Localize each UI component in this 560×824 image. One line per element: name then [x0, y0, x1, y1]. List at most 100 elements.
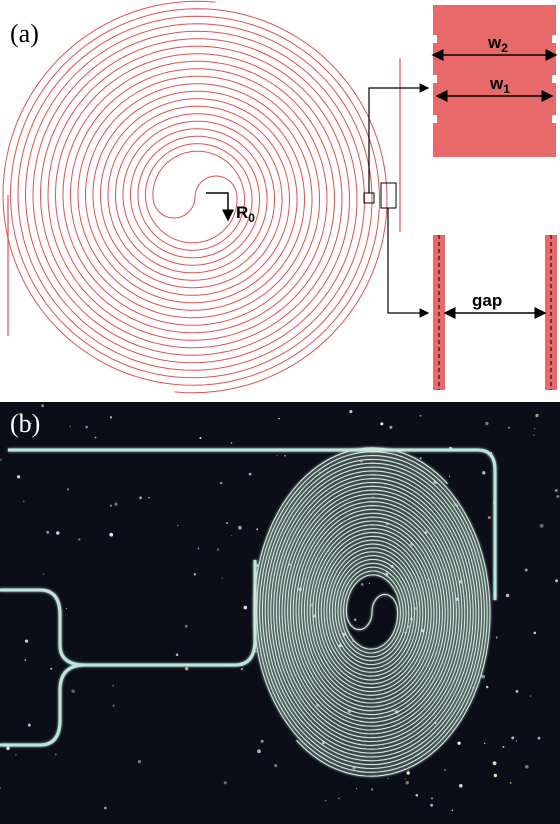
dust-particle — [274, 764, 277, 767]
dust-particle — [28, 724, 31, 727]
dust-particle — [534, 632, 537, 635]
dust-particle — [238, 526, 242, 530]
dust-particle — [78, 538, 80, 540]
dust-particle — [535, 414, 538, 417]
dust-particle — [416, 794, 419, 797]
dust-particle — [15, 754, 16, 755]
dust-particle — [380, 422, 383, 425]
dust-particle — [407, 771, 410, 774]
dust-particle — [405, 778, 406, 779]
dust-particle — [249, 473, 252, 476]
dust-particle — [486, 686, 488, 688]
dust-particle — [284, 455, 286, 457]
dust-particle — [95, 437, 97, 439]
dust-particle — [176, 653, 179, 656]
zoom-box — [381, 183, 396, 208]
dust-particle — [224, 781, 227, 784]
dust-particle — [510, 782, 512, 784]
dust-particle — [50, 668, 52, 670]
dust-particle — [533, 434, 535, 436]
dust-particle — [199, 437, 201, 439]
dust-particle — [41, 404, 44, 407]
dust-particle — [231, 442, 233, 444]
dust-particle — [356, 788, 357, 789]
r0-label: R0 — [236, 203, 255, 225]
dust-particle — [525, 569, 528, 572]
dust-particle — [113, 705, 115, 707]
dust-particle — [261, 740, 264, 743]
panel-label: (a) — [10, 19, 39, 48]
dust-particle — [104, 807, 107, 810]
dust-particle — [198, 548, 200, 550]
dust-particle — [538, 737, 541, 740]
dust-particle — [23, 501, 25, 503]
dust-particle — [222, 578, 223, 579]
dust-particle — [420, 457, 422, 459]
dust-particle — [534, 428, 535, 429]
dust-particle — [430, 804, 433, 807]
dust-particle — [177, 525, 178, 526]
dust-particle — [408, 770, 409, 771]
dust-particle — [241, 668, 243, 670]
dust-particle — [110, 416, 112, 418]
spiral-arm — [3, 1, 380, 385]
dust-particle — [482, 471, 485, 474]
dust-particle — [56, 531, 59, 534]
dust-particle — [516, 740, 517, 741]
dust-particle — [459, 784, 463, 788]
dust-particle — [112, 685, 114, 687]
connector-arrow — [388, 208, 428, 313]
dust-particle — [406, 781, 409, 784]
dust-particle — [420, 415, 422, 417]
dust-particle — [276, 455, 277, 456]
dust-particle — [194, 573, 196, 575]
dust-particle — [557, 495, 560, 498]
dust-particle — [71, 689, 75, 693]
page: w2 w1 gap R0 (a) (b) (() => { const data… — [0, 0, 560, 824]
dust-particle — [389, 426, 392, 429]
dust-particle — [67, 488, 69, 490]
dust-particle — [257, 749, 261, 753]
dust-particle — [508, 427, 510, 429]
dust-particle — [431, 797, 433, 799]
dust-particle — [555, 579, 558, 582]
dust-particle — [226, 522, 228, 524]
dust-particle — [66, 608, 67, 609]
dust-particle — [185, 625, 188, 628]
panel-b: (b) — [0, 402, 560, 824]
panel-a: w2 w1 gap R0 (a) — [3, 1, 557, 393]
radius-arrow — [206, 193, 228, 220]
dust-particle — [387, 778, 388, 779]
dust-particle — [361, 583, 364, 586]
dust-particle — [349, 410, 352, 413]
dust-particle — [484, 743, 486, 745]
spiral-diagram — [3, 1, 387, 393]
dust-particle — [17, 475, 20, 478]
zoom-box — [364, 193, 374, 203]
dust-particle — [488, 516, 491, 519]
dust-particle — [109, 533, 113, 537]
dust-particle — [525, 765, 529, 769]
dust-particle — [369, 583, 370, 584]
dust-particle — [506, 594, 509, 597]
spiral-s-bend — [153, 176, 237, 218]
dust-particle — [138, 760, 141, 763]
dust-particle — [485, 422, 488, 425]
dust-particle — [278, 418, 279, 419]
dust-particle — [511, 737, 514, 740]
dust-particle — [494, 774, 497, 777]
dust-particle — [540, 524, 544, 528]
dust-particle — [114, 503, 117, 506]
dust-particle — [244, 606, 248, 610]
dust-particle — [6, 746, 10, 750]
dust-particle — [338, 798, 340, 800]
dust-particle — [220, 482, 223, 485]
dust-particle — [555, 489, 558, 492]
dust-particle — [110, 505, 112, 507]
dust-particle — [496, 637, 498, 639]
dust-particle — [46, 531, 49, 534]
dust-particle — [55, 754, 57, 756]
dust-particle — [148, 497, 150, 499]
gap-label: gap — [472, 291, 502, 310]
dust-particle — [449, 476, 450, 477]
